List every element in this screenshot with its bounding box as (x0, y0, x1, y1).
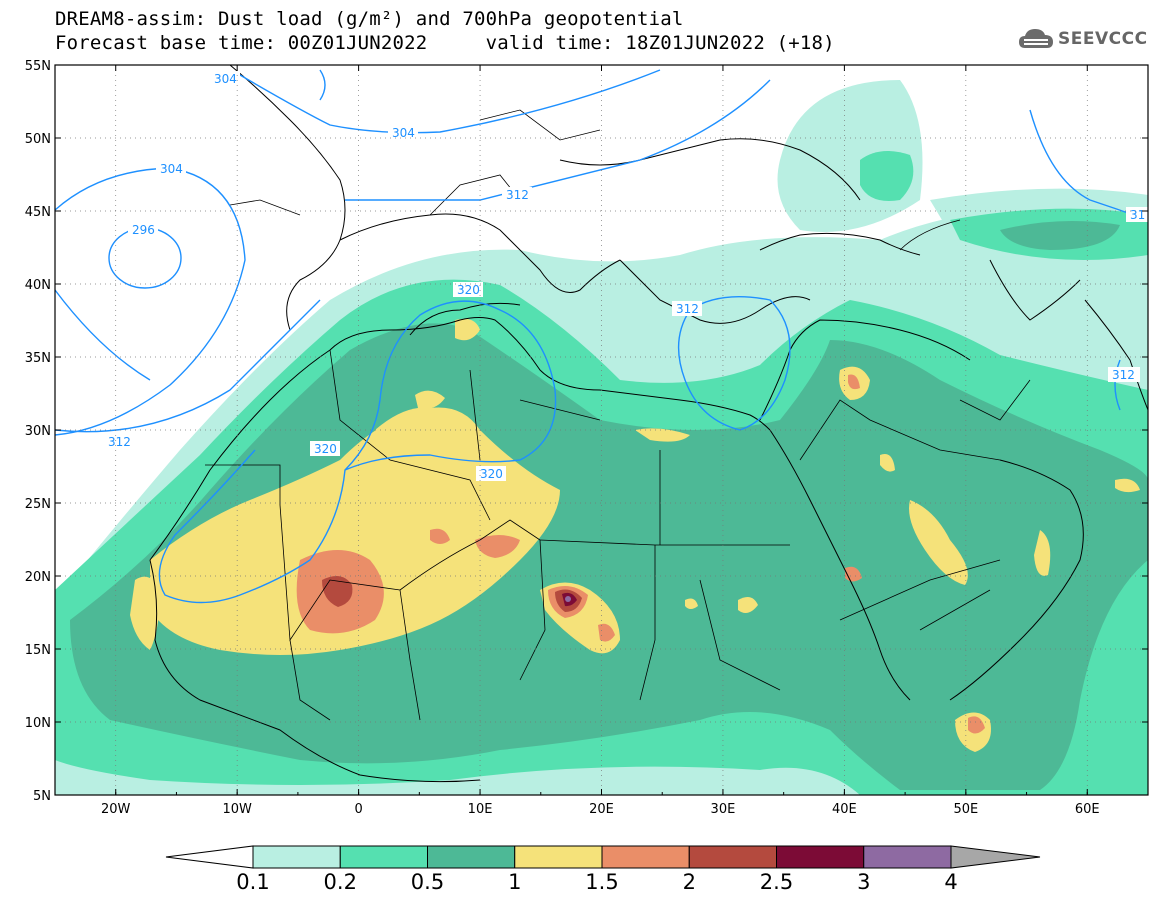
colorbar-label: 0.1 (236, 870, 270, 894)
colorbar-right-triangle (950, 845, 1041, 869)
lat-label: 5N (33, 789, 51, 804)
svg-text:320: 320 (314, 442, 337, 456)
lon-label: 10W (222, 802, 252, 817)
svg-text:304: 304 (160, 162, 183, 176)
colorbar-label: 2 (682, 870, 696, 894)
contour-labels: 304 304 304 296 312 320 320 320 312 312 … (104, 71, 1148, 481)
svg-text:312: 312 (676, 302, 699, 316)
colorbar-swatch (252, 845, 341, 869)
forecast-time-line: Forecast base time: 00Z01JUN2022 valid t… (55, 32, 835, 54)
lon-label: 0 (354, 802, 362, 817)
lat-label: 15N (25, 643, 51, 658)
country-borders (205, 109, 1031, 721)
svg-text:320: 320 (457, 283, 480, 297)
lat-label: 55N (25, 59, 51, 74)
colorbar-label: 1.5 (585, 870, 619, 894)
geopotential-contours (55, 69, 1148, 604)
dust-field-0.5 (70, 323, 1148, 790)
colorbar-label: 0.5 (410, 870, 445, 894)
axis-ticks (54, 64, 1149, 796)
svg-text:312: 312 (108, 435, 131, 449)
colorbar-swatch (427, 845, 516, 869)
colorbar-left-triangle (165, 845, 254, 869)
colorbar-swatch (601, 845, 690, 869)
svg-text:296: 296 (132, 223, 155, 237)
lat-label: 35N (25, 351, 51, 366)
svg-text:312: 312 (506, 188, 529, 202)
colorbar-label: 4 (944, 870, 958, 894)
colorbar-label: 0.2 (323, 870, 357, 894)
lat-label: 20N (25, 570, 51, 585)
lon-label: 10E (468, 802, 493, 817)
colorbar-label: 3 (857, 870, 871, 894)
gridlines (55, 65, 1148, 795)
colorbar-swatch (339, 845, 428, 869)
colorbar-swatch (688, 845, 777, 869)
seevccc-logo: SEEVCCC (1018, 26, 1148, 52)
colorbar-label: 2.5 (759, 870, 794, 894)
lat-label: 30N (25, 424, 51, 439)
lat-label: 50N (25, 132, 51, 147)
lon-label: 60E (1075, 802, 1100, 817)
lat-label: 45N (25, 205, 51, 220)
svg-text:304: 304 (214, 72, 237, 86)
svg-text:320: 320 (480, 467, 503, 481)
svg-text:304: 304 (392, 126, 415, 140)
svg-text:31: 31 (1130, 208, 1145, 222)
dust-field-1 (150, 407, 560, 655)
dust-field-2 (322, 576, 353, 607)
lat-label: 40N (25, 278, 51, 293)
lat-label: 25N (25, 497, 51, 512)
lon-label: 50E (953, 802, 978, 817)
lon-label: 20E (589, 802, 614, 817)
colorbar (165, 845, 1041, 869)
coastlines (149, 65, 1148, 783)
svg-text:312: 312 (1112, 368, 1135, 382)
logo-text: SEEVCCC (1058, 29, 1148, 49)
colorbar-swatch (514, 845, 603, 869)
colorbar-label: 1 (508, 870, 522, 894)
colorbar-swatch (776, 845, 865, 869)
lon-label: 20W (101, 802, 131, 817)
lon-label: 30E (711, 802, 736, 817)
latitude-labels: 55N 50N 45N 40N 35N 30N 25N 20N 15N 10N 5N (25, 59, 51, 804)
longitude-labels: 20W 10W 0 10E 20E 30E 40E 50E 60E (101, 802, 1100, 817)
colorbar-swatch (863, 845, 952, 869)
cloud-icon (1019, 29, 1053, 48)
lon-label: 40E (832, 802, 857, 817)
lat-label: 10N (25, 716, 51, 731)
map-field: 304 304 304 296 312 320 320 320 312 312 … (55, 65, 1148, 795)
map-title: DREAM8-assim: Dust load (g/m²) and 700hP… (55, 8, 684, 30)
